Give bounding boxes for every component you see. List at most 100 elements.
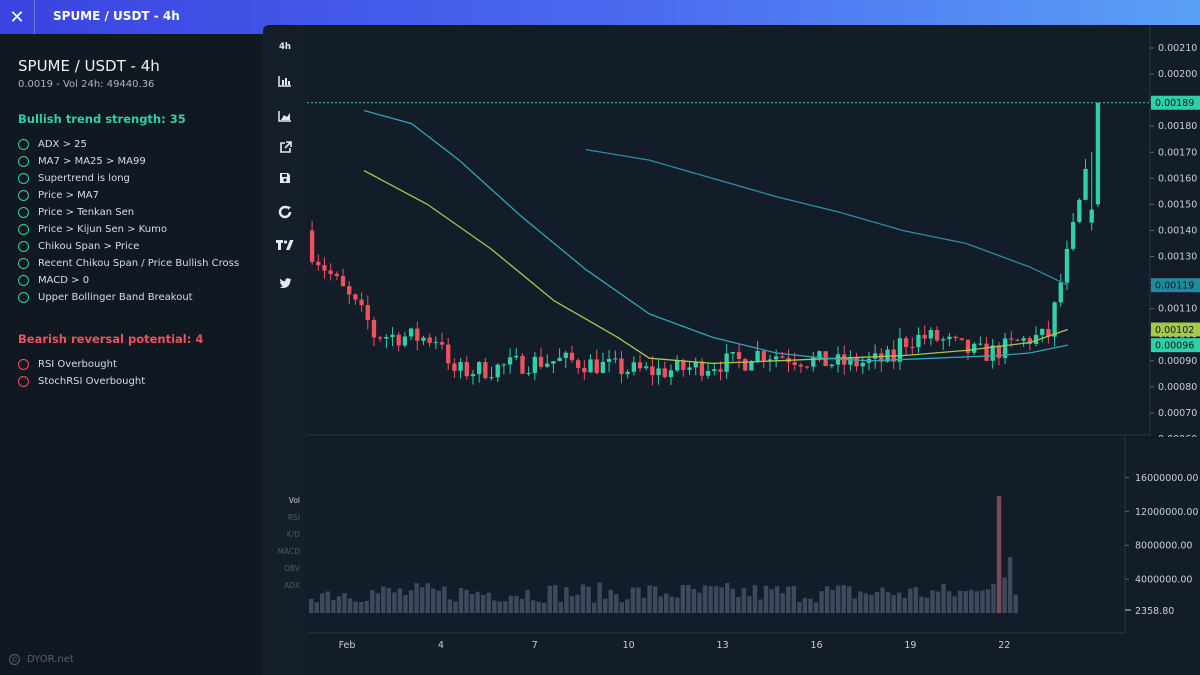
candle-body: [916, 334, 921, 348]
twitter-icon[interactable]: [273, 272, 297, 294]
external-link-icon[interactable]: [273, 136, 297, 158]
candle-body: [365, 305, 370, 321]
signal-item: RSI Overbought: [18, 356, 145, 373]
footer-brand[interactable]: DYOR.net: [27, 654, 74, 665]
candle-body: [848, 357, 853, 365]
candle-body: [439, 342, 445, 345]
tab-kd[interactable]: K/D: [286, 530, 300, 539]
candle-body: [483, 362, 488, 379]
signal-item: Upper Bollinger Band Breakout: [18, 289, 239, 306]
candle-body: [854, 357, 859, 367]
candle-body: [322, 265, 327, 271]
volume-bar: [370, 590, 375, 613]
vol-x-tick-label: 4: [438, 640, 444, 651]
volume-bar: [747, 596, 752, 613]
candle-body: [377, 337, 383, 339]
signal-label: RSI Overbought: [38, 359, 117, 370]
volume-bar: [797, 601, 802, 613]
candle-body: [965, 339, 971, 353]
volume-bar: [436, 590, 442, 613]
volume-bar: [458, 588, 464, 613]
volume-bar: [564, 587, 569, 613]
chart-area[interactable]: 0.002100.002000.001900.001800.001700.001…: [307, 25, 1200, 675]
candle-body: [687, 367, 692, 370]
candle-body: [804, 366, 810, 368]
signal-item: Supertrend is long: [18, 170, 239, 187]
signal-label: MACD > 0: [38, 275, 90, 286]
candle-body: [656, 368, 661, 376]
volume-bar: [553, 585, 558, 613]
volume-bar: [392, 592, 397, 613]
signal-item: MACD > 0: [18, 272, 239, 289]
volume-chart[interactable]: 16000000.00 12000000.00 8000000.00 4000000.…: [307, 437, 1200, 675]
signal-item: Recent Chikou Span / Price Bullish Cross: [18, 255, 239, 272]
candle-body: [811, 357, 816, 367]
candle-body: [495, 364, 500, 378]
signal-item: Price > MA7: [18, 187, 239, 204]
candle-body: [755, 350, 760, 362]
y-tick-label: 0.00080: [1158, 382, 1197, 393]
interval-button[interactable]: 4h: [279, 42, 291, 52]
volume-bar: [963, 591, 968, 613]
volume-bar: [880, 587, 885, 613]
candle-body: [353, 294, 358, 300]
reset-icon[interactable]: [273, 201, 297, 223]
volume-bar: [1013, 594, 1018, 613]
signal-label: Price > Kijun Sen > Kumo: [38, 224, 167, 235]
volume-bar: [730, 588, 735, 613]
tab-macd[interactable]: MACD: [277, 547, 300, 556]
candle-body: [575, 360, 581, 368]
y-tick-label: 0.00160: [1158, 173, 1197, 184]
candle-body: [396, 334, 401, 346]
vol-x-tick-label: 16: [810, 640, 822, 651]
candle-body: [427, 337, 432, 343]
y-tick-label: 0.00070: [1158, 408, 1197, 419]
volume-bar: [664, 593, 669, 613]
bar-chart-icon[interactable]: [273, 70, 297, 92]
tab-rsi[interactable]: RSI: [287, 513, 300, 522]
candle-body: [910, 346, 915, 348]
save-icon[interactable]: [273, 167, 297, 189]
area-chart-icon[interactable]: [273, 105, 297, 127]
vol-x-tick-label: 22: [998, 640, 1010, 651]
y-tick-label: 0.00130: [1158, 252, 1197, 263]
candle-body: [1089, 209, 1094, 223]
volume-bar: [725, 583, 730, 613]
price-volume: 0.0019 - Vol 24h: 49440.36: [18, 79, 155, 90]
volume-bar: [786, 586, 791, 613]
volume-bar: [980, 590, 985, 613]
y-tick-label: 0.00170: [1158, 147, 1197, 158]
tradingview-icon[interactable]: [273, 234, 297, 256]
candle-body: [600, 361, 606, 373]
volume-bar: [874, 591, 880, 613]
volume-bar: [675, 597, 680, 613]
candle-body: [433, 342, 439, 344]
tab-adx[interactable]: ADX: [283, 581, 300, 590]
smiley-icon: [18, 241, 29, 252]
tab-obv[interactable]: OBV: [284, 564, 300, 573]
volume-bar: [580, 584, 586, 613]
price-label-box: [1151, 278, 1200, 293]
candle-body: [736, 351, 742, 359]
volume-bar: [758, 599, 763, 613]
volume-bar: [891, 595, 896, 613]
volume-bar: [558, 601, 564, 613]
volume-bar: [641, 597, 647, 613]
close-icon[interactable]: ✕: [9, 6, 25, 28]
volume-bar: [847, 586, 852, 613]
tab-vol[interactable]: Vol: [288, 496, 300, 505]
volume-bar: [358, 601, 364, 613]
volume-bar: [713, 586, 719, 613]
candle-body: [545, 363, 550, 367]
candle-body: [990, 345, 995, 361]
candle-body: [743, 358, 748, 371]
volume-bar: [486, 592, 491, 613]
volume-bar: [896, 592, 902, 613]
candle-body: [903, 338, 909, 347]
candle-body: [650, 366, 655, 376]
volume-bar: [1002, 577, 1007, 613]
volume-bar: [957, 590, 963, 613]
y-tick-label: 0.00090: [1158, 356, 1197, 367]
price-chart[interactable]: 0.002100.002000.001900.001800.001700.001…: [307, 25, 1200, 437]
smiley-icon: [18, 275, 29, 286]
